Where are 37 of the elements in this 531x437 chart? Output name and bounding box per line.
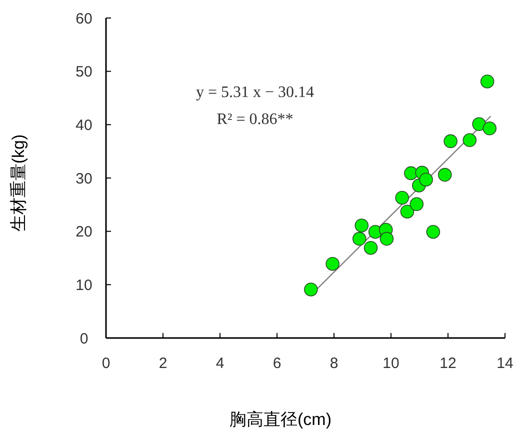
x-axis-title: 胸高直径(cm) bbox=[230, 410, 332, 429]
y-tick-label: 50 bbox=[76, 64, 92, 81]
point bbox=[480, 74, 494, 88]
x-tick-label: 10 bbox=[382, 355, 400, 372]
point bbox=[472, 117, 486, 132]
point bbox=[400, 204, 414, 218]
y-tick-label: 10 bbox=[76, 276, 92, 294]
point bbox=[326, 256, 340, 271]
x-tick-label: 2 bbox=[158, 355, 168, 372]
point bbox=[304, 282, 318, 296]
x-tick-label: 6 bbox=[272, 355, 282, 372]
point bbox=[462, 133, 477, 148]
point bbox=[444, 134, 458, 148]
point bbox=[404, 166, 418, 180]
x-tick-label: 0 bbox=[102, 355, 110, 372]
x-tick-label: 8 bbox=[330, 355, 338, 372]
y-tick-label: 0 bbox=[80, 330, 88, 348]
point bbox=[364, 240, 378, 255]
y-tick-label: 60 bbox=[76, 10, 92, 28]
point bbox=[438, 168, 452, 182]
y-axis-title: 生材重量(kg) bbox=[9, 134, 28, 232]
point bbox=[395, 190, 410, 205]
point bbox=[380, 232, 394, 246]
point bbox=[354, 218, 369, 232]
point bbox=[426, 224, 440, 239]
y-tick-label: 30 bbox=[76, 170, 92, 188]
y-tick-label: 20 bbox=[76, 224, 92, 241]
point bbox=[482, 122, 497, 136]
annotation: R² = 0.86** bbox=[216, 111, 294, 128]
x-tick-label: 14 bbox=[496, 355, 514, 372]
x-tick-label: 12 bbox=[440, 355, 456, 372]
point bbox=[410, 197, 424, 212]
point bbox=[419, 172, 433, 186]
x-tick-label: 4 bbox=[216, 355, 224, 372]
annotation: y = 5.31 x − 30.14 bbox=[196, 84, 314, 101]
point bbox=[352, 232, 366, 246]
y-tick-label: 40 bbox=[76, 116, 92, 134]
